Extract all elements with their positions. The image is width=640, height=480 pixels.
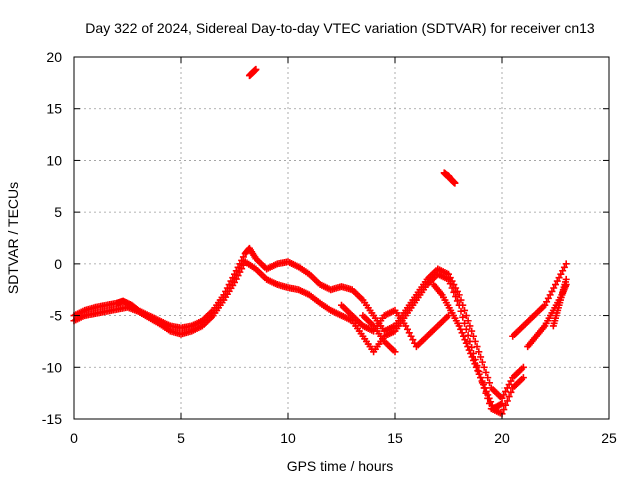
data-point (466, 337, 474, 345)
data-point (481, 384, 489, 392)
y-axis-ticks: -15 -10 -5 0 5 10 15 20 (42, 49, 609, 427)
data-point (503, 397, 511, 405)
data-point (562, 275, 570, 283)
data-point (469, 332, 477, 340)
data-point (477, 374, 485, 382)
x-tick-label: 0 (70, 430, 78, 446)
data-point (462, 339, 470, 347)
data-point (473, 343, 481, 351)
data-point (461, 319, 469, 327)
x-tick-label: 15 (387, 430, 403, 446)
data-point (475, 348, 483, 356)
data-point (452, 293, 460, 301)
data-point (453, 297, 461, 305)
data-point (484, 391, 492, 399)
y-tick-label: -5 (50, 308, 63, 324)
data-point (484, 374, 492, 382)
series-track-e (430, 281, 506, 413)
y-tick-label: -15 (42, 411, 62, 427)
data-point (455, 291, 463, 299)
data-point (465, 346, 473, 354)
y-tick-label: 15 (46, 101, 62, 117)
data-point (450, 288, 458, 296)
data-point (519, 363, 527, 371)
y-tick-label: 10 (46, 152, 62, 168)
data-point (505, 393, 513, 401)
series-track-d (359, 312, 399, 356)
data-point (458, 329, 466, 337)
data-point (469, 356, 477, 364)
data-point (445, 275, 452, 283)
data-point (468, 327, 476, 335)
data-point (482, 368, 490, 376)
x-tick-label: 5 (177, 430, 185, 446)
data-point (391, 348, 399, 356)
data-point (252, 65, 260, 73)
data-point (461, 336, 469, 344)
y-tick-label: -10 (42, 359, 62, 375)
data-point (457, 325, 465, 333)
data-point (464, 343, 472, 351)
data-point (448, 284, 456, 292)
data-point (519, 374, 527, 382)
x-axis-label: GPS time / hours (287, 458, 394, 474)
x-tick-label: 10 (280, 430, 296, 446)
plot-area (70, 65, 570, 418)
data-point (507, 388, 515, 396)
data-point (485, 394, 493, 402)
data-point (486, 379, 494, 387)
data-point (468, 353, 476, 361)
series-outlier-2 (440, 169, 459, 187)
data-point (459, 313, 467, 321)
data-point (479, 381, 487, 389)
data-point (477, 353, 485, 361)
y-tick-label: 20 (46, 49, 62, 65)
data-point (464, 317, 472, 325)
data-point (472, 363, 480, 371)
series-track-f (509, 260, 570, 340)
data-point (464, 331, 472, 339)
series-outlier-1 (245, 65, 260, 80)
plot-frame (73, 56, 610, 420)
data-point (497, 400, 505, 408)
series-track-h (549, 275, 570, 330)
series-track-b (70, 258, 527, 418)
data-point (482, 387, 490, 395)
data-point (480, 363, 488, 371)
data-point (487, 398, 495, 406)
data-point (457, 307, 465, 315)
data-point (478, 358, 486, 366)
x-axis-ticks: 0 5 10 15 20 25 (70, 57, 617, 446)
data-point (459, 332, 467, 340)
data-point (462, 312, 470, 320)
y-tick-label: 5 (54, 204, 62, 220)
data-point (474, 367, 482, 375)
data-point (446, 280, 454, 288)
y-tick-label: 0 (54, 256, 62, 272)
data-point (500, 406, 508, 414)
data-point (466, 322, 474, 330)
data-point (455, 301, 463, 309)
x-tick-label: 20 (494, 430, 510, 446)
data-point (455, 322, 463, 330)
data-point (478, 377, 486, 385)
grid (74, 57, 609, 419)
data-point (451, 179, 459, 187)
x-tick-label: 25 (601, 430, 617, 446)
data-point (502, 401, 510, 409)
data-point (467, 349, 475, 357)
data-point (471, 360, 479, 368)
chart-title: Day 322 of 2024, Sidereal Day-to-day VTE… (85, 20, 595, 36)
data-point (461, 306, 469, 314)
data-point (475, 370, 483, 378)
data-point (457, 296, 465, 304)
series-track-c (338, 301, 452, 351)
data-point (498, 399, 506, 407)
y-axis-label: SDTVAR / TECUs (5, 182, 21, 294)
data-point (562, 260, 570, 268)
